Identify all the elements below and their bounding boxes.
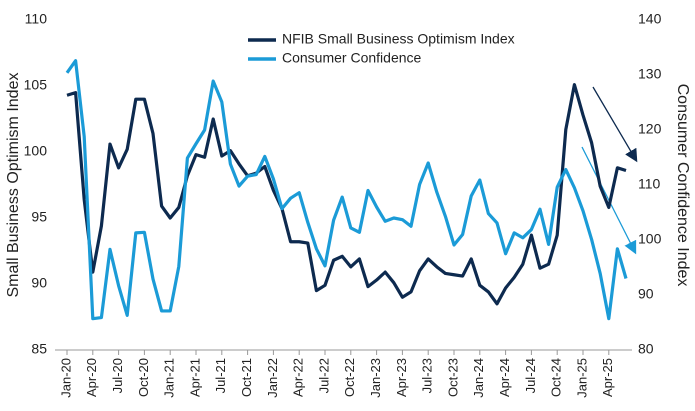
annotation-arrow bbox=[581, 146, 637, 255]
y2-tick-label: 80 bbox=[638, 341, 654, 357]
x-tick-label: Jan-21 bbox=[162, 358, 177, 398]
x-tick-label: Oct-21 bbox=[239, 358, 254, 397]
x-tick-label: Jul-20 bbox=[110, 358, 125, 393]
y-tick-label: 100 bbox=[24, 143, 48, 159]
x-tick-label: Jul-23 bbox=[420, 358, 435, 393]
x-tick-label: Jul-24 bbox=[523, 358, 538, 393]
legend-label: NFIB Small Business Optimism Index bbox=[282, 31, 515, 47]
y2-tick-label: 100 bbox=[638, 231, 662, 247]
y2-axis-label: Consumer Confidence Index bbox=[674, 84, 691, 287]
x-tick-label: Oct-22 bbox=[342, 358, 357, 397]
y2-tick-label: 140 bbox=[638, 11, 662, 27]
x-tick-label: Jul-21 bbox=[213, 358, 228, 393]
y-tick-label: 105 bbox=[24, 77, 48, 93]
x-tick-label: Oct-24 bbox=[549, 358, 564, 397]
y-tick-label: 95 bbox=[31, 209, 47, 225]
y-tick-label: 85 bbox=[31, 341, 47, 357]
x-tick-label: Apr-21 bbox=[187, 358, 202, 397]
x-tick-label: Apr-22 bbox=[291, 358, 306, 397]
y-tick-label: 110 bbox=[25, 11, 48, 27]
y2-tick-label: 130 bbox=[638, 66, 662, 82]
x-tick-label: Jan-23 bbox=[368, 358, 383, 398]
annotation-arrow bbox=[592, 86, 638, 163]
y2-tick-label: 110 bbox=[638, 176, 661, 192]
series-line bbox=[65, 59, 628, 321]
x-tick-label: Jan-24 bbox=[471, 358, 486, 398]
x-tick-label: Apr-23 bbox=[394, 358, 409, 397]
x-tick-label: Jul-22 bbox=[316, 358, 331, 393]
y-axis-label: Small Business Optimism Index bbox=[5, 73, 22, 298]
x-tick-label: Apr-20 bbox=[84, 358, 99, 397]
legend-label: Consumer Confidence bbox=[282, 50, 422, 66]
x-tick-label: Jan-22 bbox=[265, 358, 280, 398]
series-line bbox=[66, 83, 627, 306]
x-tick-label: Oct-23 bbox=[445, 358, 460, 397]
y2-tick-label: 90 bbox=[638, 286, 654, 302]
y-tick-label: 90 bbox=[31, 275, 47, 291]
y2-tick-label: 120 bbox=[638, 121, 662, 137]
x-tick-label: Oct-20 bbox=[136, 358, 151, 397]
x-tick-label: Apr-25 bbox=[600, 358, 615, 397]
x-tick-label: Jan-25 bbox=[574, 358, 589, 398]
x-tick-label: Jan-20 bbox=[58, 358, 73, 398]
x-tick-label: Apr-24 bbox=[497, 358, 512, 397]
